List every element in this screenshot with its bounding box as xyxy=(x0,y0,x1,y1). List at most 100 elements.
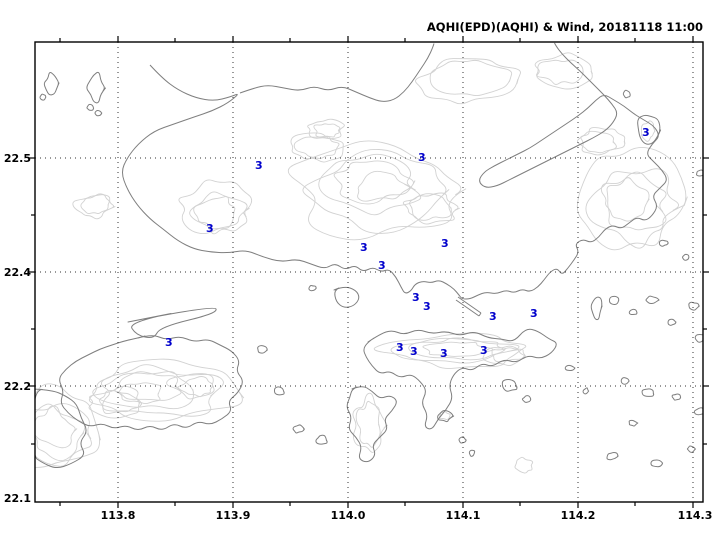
aqhi-value-marker: 3 xyxy=(480,344,488,357)
plot-title: AQHI(EPD)(AQHI) & Wind, 20181118 11:00 xyxy=(426,20,703,34)
contour-ring xyxy=(576,130,617,154)
contour-ring xyxy=(72,194,116,220)
coast-small-island xyxy=(606,452,619,461)
contour-ring xyxy=(514,456,534,474)
coast-small-island xyxy=(86,71,106,104)
coast-small-island xyxy=(590,296,603,321)
aqhi-value-marker: 3 xyxy=(360,241,368,254)
contour-ring xyxy=(491,347,526,363)
coast-small-island xyxy=(686,445,696,453)
contour-ring xyxy=(600,177,650,222)
contour-ring xyxy=(302,148,450,234)
coast-tsing-yi xyxy=(333,286,360,308)
contour-ring xyxy=(429,59,513,96)
x-tick-label: 114.2 xyxy=(560,509,596,522)
contour-ring xyxy=(88,385,141,419)
contour-ring xyxy=(422,341,496,357)
y-tick-label: 22.4 xyxy=(3,266,31,279)
contour-ring xyxy=(580,127,626,156)
x-tick-label: 114.0 xyxy=(330,509,366,522)
contour-ring xyxy=(35,405,78,449)
contour-ring xyxy=(640,120,656,142)
aqhi-value-marker: 3 xyxy=(412,291,420,304)
contour-ring xyxy=(189,191,248,235)
aqhi-value-marker: 3 xyxy=(440,347,448,360)
contour-ring xyxy=(118,382,162,404)
terrain-contours xyxy=(35,52,688,474)
map-layer xyxy=(35,42,703,474)
coast-hong-kong-island xyxy=(363,328,557,430)
contour-ring xyxy=(35,383,101,468)
coast-small-island xyxy=(671,393,682,401)
contour-ring xyxy=(99,390,143,414)
coast-small-island xyxy=(437,410,455,423)
contour-ring xyxy=(307,118,345,140)
aqhi-value-marker: 3 xyxy=(378,259,386,272)
coast-small-island xyxy=(582,387,590,395)
contour-ring xyxy=(35,403,86,462)
coastlines xyxy=(35,42,703,469)
gridlines xyxy=(35,42,703,502)
coast-small-island xyxy=(43,72,60,96)
coast-small-island xyxy=(696,169,703,177)
coast-small-island xyxy=(273,386,285,396)
contour-ring xyxy=(415,58,521,105)
aqhi-value-marker: 3 xyxy=(642,126,650,139)
coast-lantau-island xyxy=(59,335,243,430)
contour-ring xyxy=(193,196,236,230)
contour-ring xyxy=(88,358,245,422)
contour-ring xyxy=(408,337,506,361)
contour-ring xyxy=(80,193,110,215)
x-tick-label: 113.8 xyxy=(100,509,136,522)
x-tick-label: 114.1 xyxy=(445,509,481,522)
contour-ring xyxy=(333,160,416,205)
coast-small-island xyxy=(86,103,95,111)
coast-small-island xyxy=(564,364,576,372)
aqhi-value-marker: 3 xyxy=(396,341,404,354)
coast-small-island xyxy=(694,333,703,343)
y-tick-label: 22.1 xyxy=(3,492,31,505)
contour-ring xyxy=(409,193,452,221)
aqhi-value-marker: 3 xyxy=(206,222,214,235)
coast-airport-island xyxy=(127,307,217,338)
coast-small-island xyxy=(468,449,476,457)
coast-small-island xyxy=(620,377,630,385)
coast-mainland xyxy=(122,42,667,300)
x-tick-label: 114.3 xyxy=(677,509,713,522)
contour-ring xyxy=(178,179,253,235)
kai-tak-runway xyxy=(455,296,482,317)
coast-small-island xyxy=(641,388,655,397)
aqhi-value-marker: 3 xyxy=(410,345,418,358)
coast-lamma-island xyxy=(346,386,397,463)
aqhi-value-marker: 3 xyxy=(423,300,431,313)
coast-small-island xyxy=(637,114,662,145)
coast-small-island xyxy=(688,301,700,311)
contour-ring xyxy=(606,171,667,231)
coast-small-island xyxy=(682,253,690,261)
y-tick-label: 22.5 xyxy=(3,152,31,165)
contour-ring xyxy=(35,403,92,467)
coast-small-island xyxy=(622,89,631,99)
coast-small-island xyxy=(650,459,664,468)
aqhi-value-marker: 3 xyxy=(418,151,426,164)
coast-small-island xyxy=(658,239,669,247)
contour-ring xyxy=(92,371,195,410)
contour-ring xyxy=(585,168,684,249)
coast-west-land xyxy=(35,388,87,469)
coast-small-island xyxy=(257,345,268,354)
contour-ring xyxy=(534,52,593,90)
coast-small-island xyxy=(628,419,639,427)
coast-small-island xyxy=(608,295,620,305)
contour-ring xyxy=(100,364,224,417)
contour-ring xyxy=(287,140,467,241)
contour-ring xyxy=(318,153,422,216)
contour-ring xyxy=(536,59,584,85)
aqhi-value-marker: 3 xyxy=(489,310,497,323)
coast-shenzhen xyxy=(239,43,435,102)
contour-ring xyxy=(355,400,381,448)
coast-small-island xyxy=(292,424,305,434)
coast-small-island xyxy=(39,93,47,101)
y-tick-label: 22.2 xyxy=(3,380,31,393)
coast-small-island xyxy=(628,308,638,316)
aqhi-value-marker: 3 xyxy=(530,307,538,320)
